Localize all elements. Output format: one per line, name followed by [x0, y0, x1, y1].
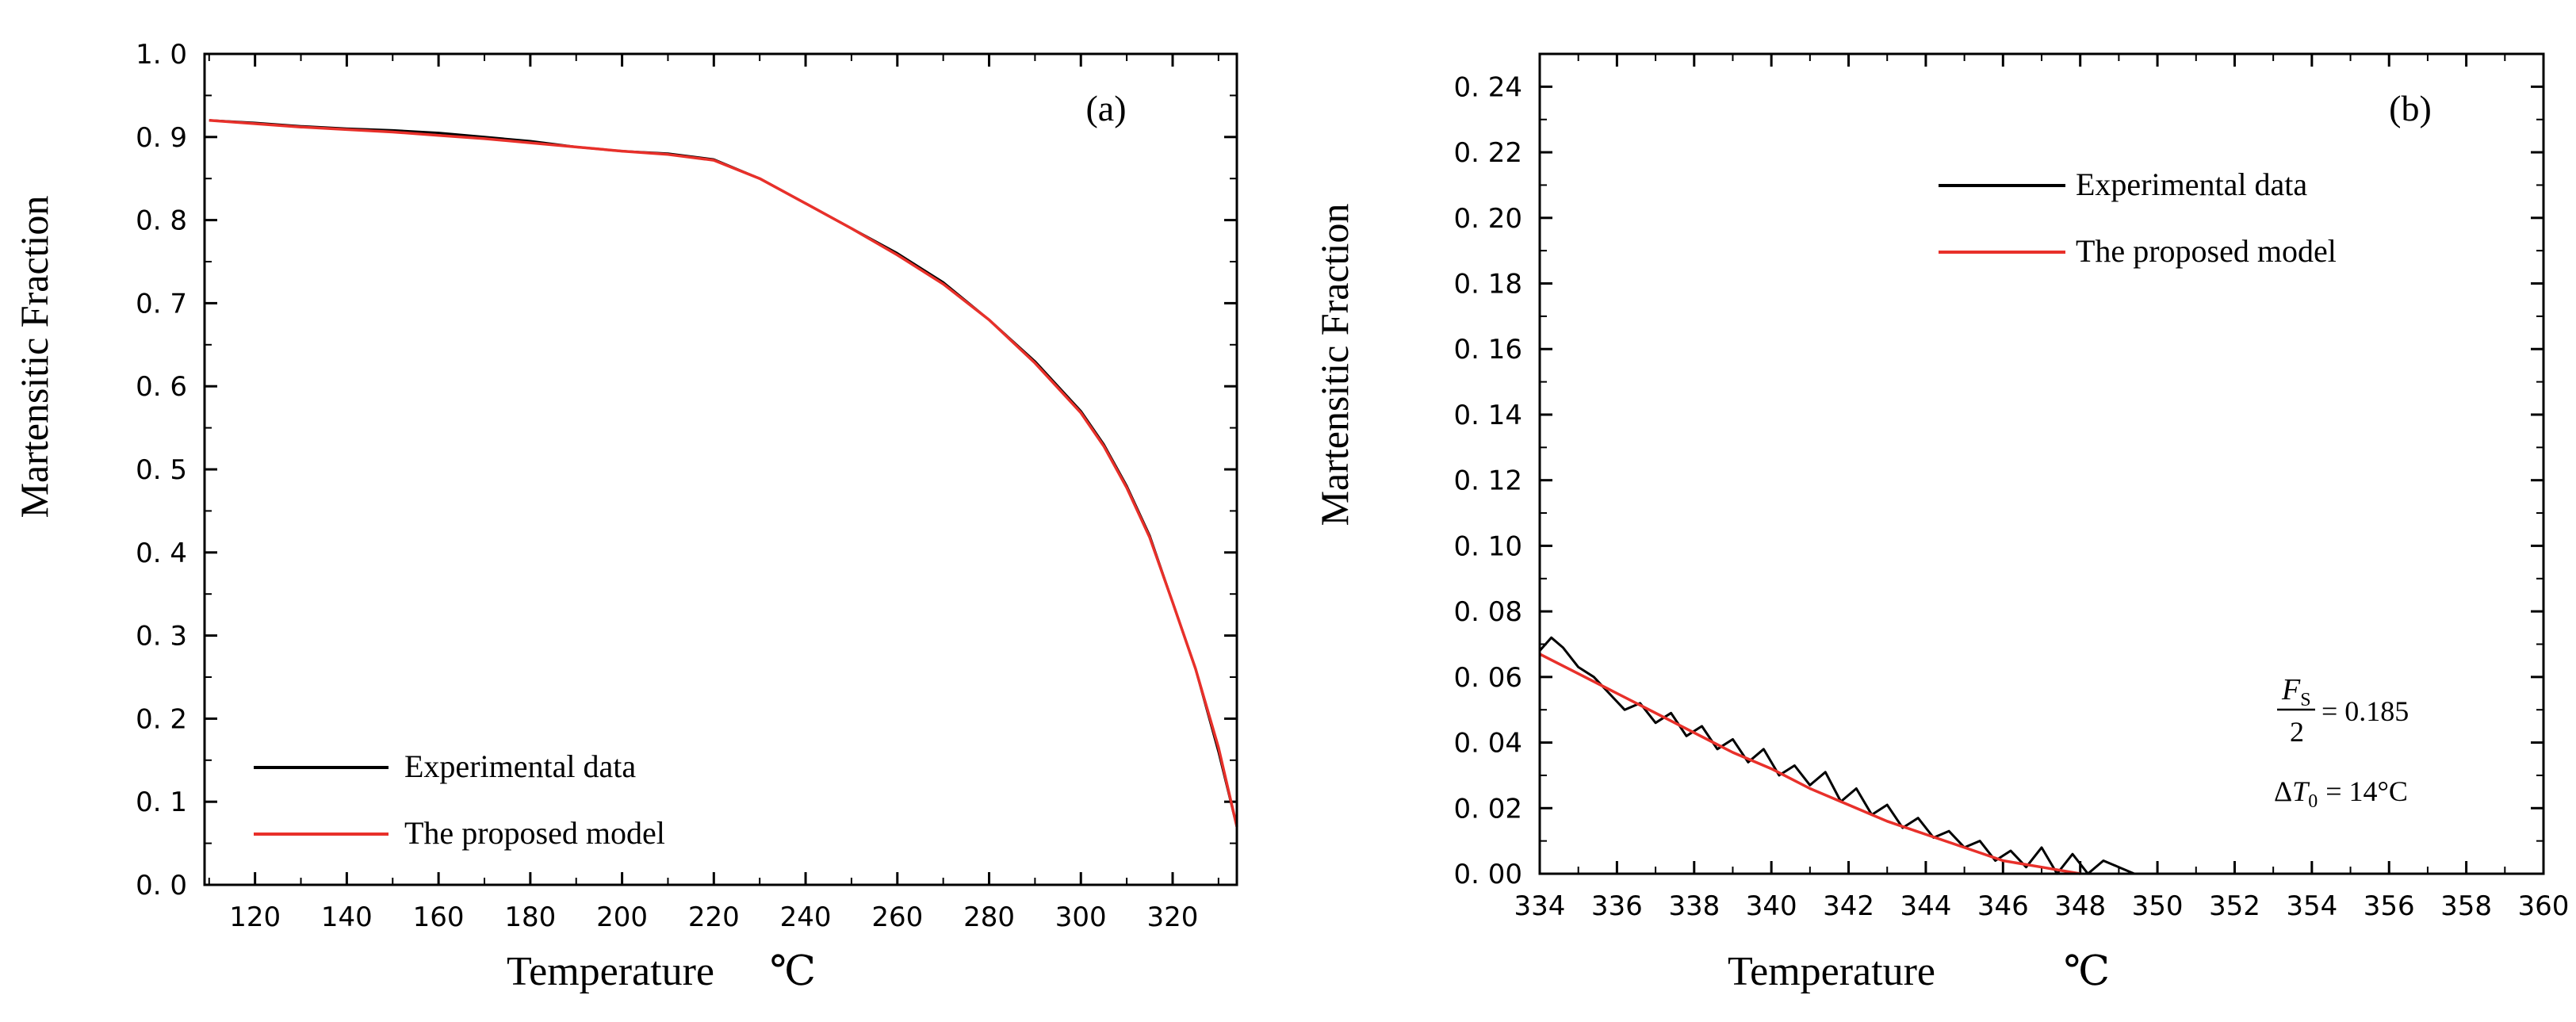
- legend-label-experimental-b: Experimental data: [2076, 167, 2307, 202]
- ytick-label: 0. 20: [1453, 203, 1522, 235]
- annotation-fs-numerator: FS: [2281, 673, 2311, 710]
- xtick-label: 220: [688, 901, 740, 933]
- panel-a-legend: Experimental data The proposed model: [254, 748, 665, 851]
- xtick-label: 200: [596, 901, 648, 933]
- panel-b-legend: Experimental data The proposed model: [1939, 167, 2337, 269]
- xtick-label: 338: [1668, 890, 1720, 922]
- ytick-label: 0. 02: [1453, 793, 1522, 825]
- ytick-label: 0. 16: [1453, 334, 1522, 366]
- ytick-label: 0. 00: [1453, 859, 1522, 890]
- xtick-label: 334: [1514, 890, 1566, 922]
- panel-b-ylabel: Martensitic Fraction: [1312, 204, 1357, 526]
- xtick-label: 350: [2132, 890, 2184, 922]
- ytick-label: 0. 08: [1453, 596, 1522, 628]
- ytick-label: 0. 18: [1453, 269, 1522, 300]
- series-line-model: [1539, 653, 2080, 875]
- xtick-label: 120: [229, 901, 281, 933]
- xtick-label: 240: [780, 901, 832, 933]
- annotation-dt0-value: = 14°C: [2325, 775, 2408, 807]
- ytick-label: 0. 22: [1453, 137, 1522, 169]
- panel-a-frame: [203, 52, 1238, 886]
- panel-a-xunit: ℃: [770, 949, 816, 994]
- panel-a-ylabel: Martensitic Fraction: [12, 196, 56, 519]
- xtick-label: 342: [1823, 890, 1874, 922]
- legend-label-model-b: The proposed model: [2076, 233, 2337, 269]
- ytick-label: 1. 0: [136, 39, 187, 71]
- xtick-label: 360: [2518, 890, 2570, 922]
- panel-b: 0. 00 0. 02 0. 04 0. 06 0. 08 0. 10 0. 12 0. 14…: [1312, 52, 2570, 994]
- xtick-label: 340: [1746, 890, 1797, 922]
- ytick-label: 0. 3: [136, 621, 187, 653]
- series-line-experimental: [1538, 636, 2135, 875]
- xtick-label: 320: [1147, 901, 1199, 933]
- series-line-model: [209, 119, 1238, 827]
- ytick-label: 0. 7: [136, 288, 187, 320]
- annotation-delta: Δ: [2274, 775, 2292, 807]
- xtick-label: 160: [413, 901, 465, 933]
- panel-b-annotation: FS 2 = 0.185 ΔT0 = 14°C: [2274, 673, 2409, 812]
- xtick-label: 346: [1977, 890, 2029, 922]
- panel-a-label: (a): [1085, 88, 1126, 128]
- ytick-label: 0. 2: [136, 703, 187, 735]
- panel-a: 0. 0 0. 1 0. 2 0. 3 0. 4 0. 5 0. 6 0. 7 0. 8 0. 9…: [12, 39, 1238, 994]
- ytick-label: 0. 9: [136, 122, 187, 154]
- xtick-label: 180: [504, 901, 556, 933]
- ytick-label: 0. 5: [136, 454, 187, 486]
- annotation-fs-value: = 0.185: [2321, 695, 2409, 727]
- ytick-label: 0. 14: [1453, 400, 1522, 431]
- legend-label-model: The proposed model: [404, 815, 665, 851]
- xtick-label: 344: [1900, 890, 1951, 922]
- panel-a-xlabel: Temperature: [507, 949, 714, 994]
- xtick-label: 348: [2054, 890, 2106, 922]
- annotation-dt0: ΔT0 = 14°C: [2274, 775, 2408, 812]
- ytick-label: 0. 4: [136, 538, 187, 569]
- ytick-label: 0. 06: [1453, 662, 1522, 694]
- ytick-label: 0. 04: [1453, 728, 1522, 760]
- xtick-label: 354: [2286, 890, 2337, 922]
- xtick-label: 352: [2209, 890, 2260, 922]
- panel-b-label: (b): [2389, 88, 2432, 128]
- xtick-label: 140: [321, 901, 373, 933]
- legend-label-experimental: Experimental data: [404, 748, 636, 784]
- xtick-label: 358: [2440, 890, 2492, 922]
- annotation-fs-denominator: 2: [2290, 716, 2304, 748]
- ytick-label: 0. 10: [1453, 530, 1522, 562]
- ytick-label: 0. 0: [136, 870, 187, 901]
- annotation-fs-subscript: S: [2300, 690, 2310, 710]
- ytick-label: 0. 6: [136, 371, 187, 403]
- xtick-label: 280: [963, 901, 1015, 933]
- xtick-label: 260: [871, 901, 923, 933]
- ytick-label: 0. 8: [136, 205, 187, 237]
- series-line-experimental: [209, 119, 1238, 827]
- ytick-label: 0. 12: [1453, 465, 1522, 497]
- xtick-label: 356: [2364, 890, 2415, 922]
- panel-b-xlabel: Temperature: [1728, 949, 1935, 994]
- panel-b-frame: [1538, 52, 2545, 875]
- xtick-label: 300: [1055, 901, 1107, 933]
- xtick-label: 336: [1591, 890, 1643, 922]
- panel-b-xunit: ℃: [2064, 949, 2110, 994]
- annotation-t-subscript: 0: [2308, 791, 2318, 812]
- ytick-label: 0. 1: [136, 787, 187, 818]
- annotation-fs-letter: F: [2281, 673, 2301, 706]
- annotation-t-letter: T: [2292, 775, 2310, 807]
- ytick-label: 0. 24: [1453, 71, 1522, 103]
